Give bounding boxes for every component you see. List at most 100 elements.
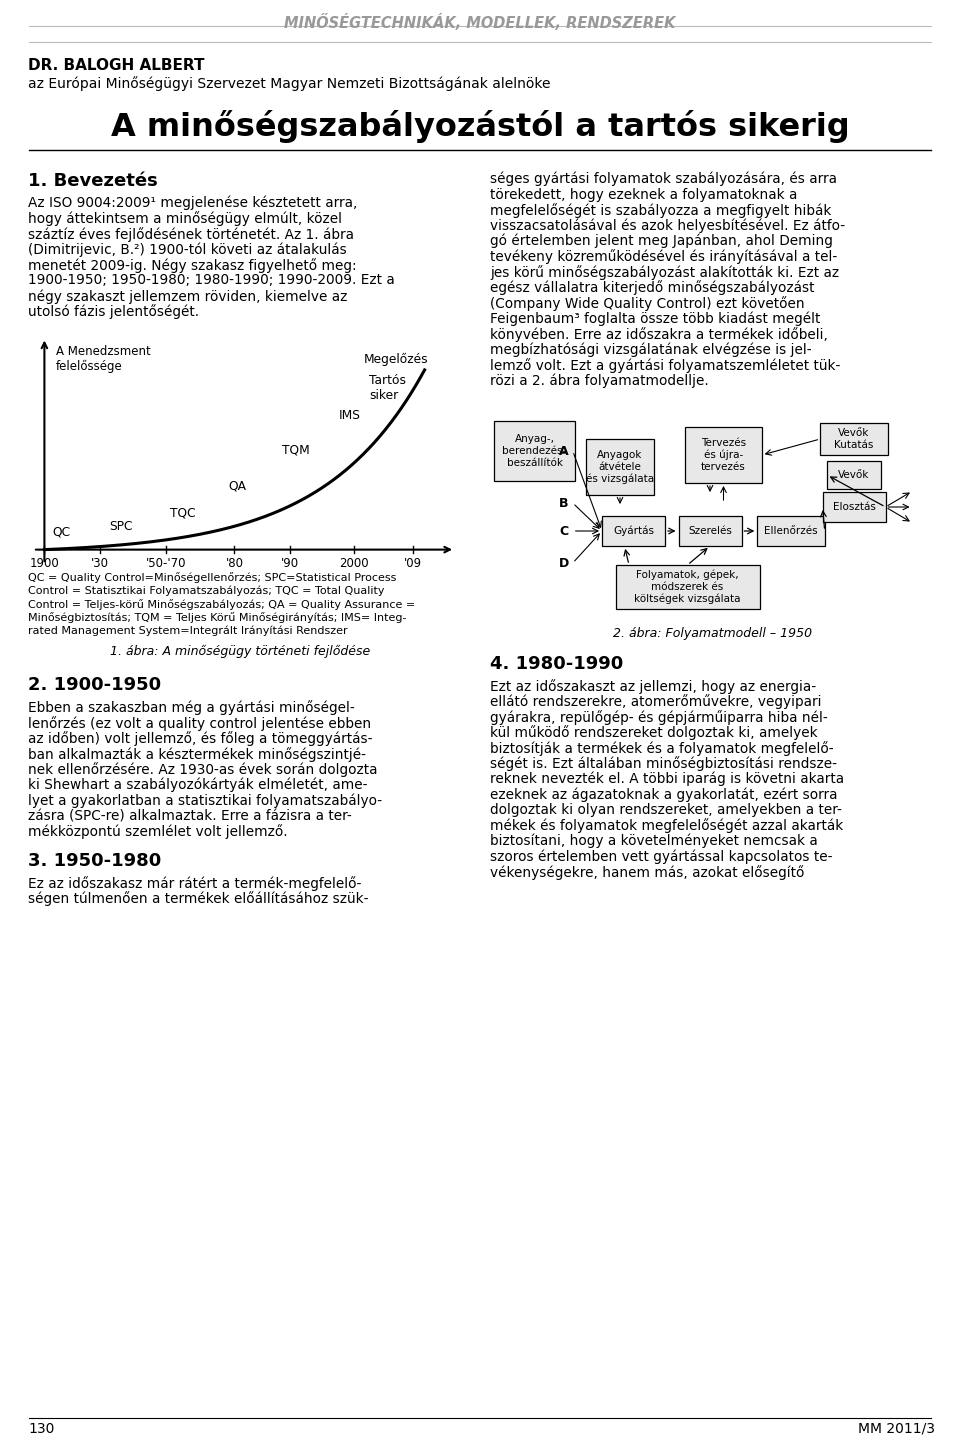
Text: mékközpontú szemlélet volt jellemző.: mékközpontú szemlélet volt jellemző.	[28, 825, 288, 839]
Text: négy szakaszt jellemzem röviden, kiemelve az: négy szakaszt jellemzem röviden, kiemelv…	[28, 288, 348, 303]
FancyBboxPatch shape	[827, 461, 881, 489]
Text: biztosítani, hogy a követelményeket nemcsak a: biztosítani, hogy a követelményeket nemc…	[490, 833, 818, 848]
Text: Az ISO 9004:2009¹ megjelenése késztetett arra,: Az ISO 9004:2009¹ megjelenése késztetett…	[28, 196, 357, 211]
Text: az Európai Minőségügyi Szervezet Magyar Nemzeti Bizottságának alelnöke: az Európai Minőségügyi Szervezet Magyar …	[28, 76, 550, 91]
Text: tevékeny közreműködésével és irányításával a tel-: tevékeny közreműködésével és irányításáv…	[490, 249, 837, 264]
FancyBboxPatch shape	[615, 565, 759, 609]
Text: Szerelés: Szerelés	[688, 526, 732, 536]
Text: MINŐSÉGTECHNIKÁK, MODELLEK, RENDSZEREK: MINŐSÉGTECHNIKÁK, MODELLEK, RENDSZEREK	[284, 14, 676, 30]
Text: MM 2011/3: MM 2011/3	[858, 1422, 935, 1436]
FancyBboxPatch shape	[820, 423, 888, 456]
Text: '90: '90	[280, 557, 299, 570]
Text: 1. Bevezetés: 1. Bevezetés	[28, 172, 157, 190]
Text: Vevők
Kutatás: Vevők Kutatás	[834, 428, 874, 450]
Text: C: C	[559, 525, 568, 538]
Text: Tartós
siker: Tartós siker	[370, 375, 406, 402]
Text: biztosítják a termékek és a folyamatok megfelelő-: biztosítják a termékek és a folyamatok m…	[490, 741, 833, 756]
Text: ki Shewhart a szabályozókártyák elméletét, ame-: ki Shewhart a szabályozókártyák elméleté…	[28, 779, 368, 793]
Text: visszacsatolásával és azok helyesbítésével. Ez átfo-: visszacsatolásával és azok helyesbítésév…	[490, 219, 845, 234]
Text: Megelőzés: Megelőzés	[364, 353, 428, 366]
Text: 2. 1900-1950: 2. 1900-1950	[28, 676, 161, 695]
FancyBboxPatch shape	[587, 438, 654, 495]
Text: nek ellenőrzésére. Az 1930-as évek során dolgozta: nek ellenőrzésére. Az 1930-as évek során…	[28, 763, 377, 777]
Text: D: D	[559, 557, 569, 570]
Text: B: B	[559, 496, 568, 509]
Text: Ezt az időszakaszt az jellemzi, hogy az energia-: Ezt az időszakaszt az jellemzi, hogy az …	[490, 679, 816, 694]
Text: egész vállalatra kiterjedő minőségszabályozást: egész vállalatra kiterjedő minőségszabál…	[490, 281, 814, 296]
Text: könyvében. Erre az időszakra a termékek időbeli,: könyvében. Erre az időszakra a termékek …	[490, 327, 828, 342]
Text: (Dimitrijevic, B.²) 1900-tól követi az átalakulás: (Dimitrijevic, B.²) 1900-tól követi az á…	[28, 242, 347, 257]
FancyBboxPatch shape	[757, 516, 825, 547]
Text: lemző volt. Ezt a gyártási folyamatszemléletet tük-: lemző volt. Ezt a gyártási folyamatszeml…	[490, 358, 840, 373]
Text: ezeknek az ágazatoknak a gyakorlatát, ezért sorra: ezeknek az ágazatoknak a gyakorlatát, ez…	[490, 787, 837, 802]
Text: az időben) volt jellemző, és főleg a tömeggyártás-: az időben) volt jellemző, és főleg a töm…	[28, 731, 372, 747]
Text: séges gyártási folyamatok szabályozására, és arra: séges gyártási folyamatok szabályozására…	[490, 172, 837, 186]
Text: gó értelemben jelent meg Japánban, ahol Deming: gó értelemben jelent meg Japánban, ahol …	[490, 234, 833, 248]
Text: utolsó fázis jelentőségét.: utolsó fázis jelentőségét.	[28, 304, 199, 319]
Text: Folyamatok, gépek,
módszerek és
költségek vizsgálata: Folyamatok, gépek, módszerek és költsége…	[635, 570, 741, 604]
Text: vékenységekre, hanem más, azokat elősegítő: vékenységekre, hanem más, azokat elősegí…	[490, 865, 804, 880]
Text: zásra (SPC-re) alkalmaztak. Erre a fázisra a ter-: zásra (SPC-re) alkalmaztak. Erre a fázis…	[28, 809, 351, 823]
Text: A: A	[559, 444, 568, 457]
Text: 1900: 1900	[30, 557, 60, 570]
Text: Vevők: Vevők	[838, 470, 870, 480]
Text: lyet a gyakorlatban a statisztikai folyamatszabályo-: lyet a gyakorlatban a statisztikai folya…	[28, 793, 382, 808]
Text: kül működő rendszereket dolgoztak ki, amelyek: kül működő rendszereket dolgoztak ki, am…	[490, 725, 818, 740]
Text: hogy áttekintsem a minőségügy elmúlt, közel: hogy áttekintsem a minőségügy elmúlt, kö…	[28, 212, 342, 226]
Text: jes körű minőségszabályozást alakították ki. Ezt az: jes körű minőségszabályozást alakították…	[490, 265, 839, 280]
Text: 4. 1980-1990: 4. 1980-1990	[490, 655, 623, 673]
Text: A Menedzsment
felelőssége: A Menedzsment felelőssége	[56, 345, 151, 373]
Text: IMS: IMS	[339, 410, 361, 423]
Text: megfelelőségét is szabályozza a megfigyelt hibák: megfelelőségét is szabályozza a megfigye…	[490, 203, 831, 218]
Text: Ellenőrzés: Ellenőrzés	[764, 526, 818, 536]
Text: gyárakra, repülőgép- és gépjárműiparra hiba nél-: gyárakra, repülőgép- és gépjárműiparra h…	[490, 709, 828, 725]
Text: SPC: SPC	[109, 521, 132, 534]
Text: DR. BALOGH ALBERT: DR. BALOGH ALBERT	[28, 58, 204, 74]
Text: törekedett, hogy ezeknek a folyamatoknak a: törekedett, hogy ezeknek a folyamatoknak…	[490, 187, 798, 202]
Text: mékek és folyamatok megfelelőségét azzal akarták: mékek és folyamatok megfelelőségét azzal…	[490, 819, 843, 833]
Text: reknek nevezték el. A többi iparág is követni akarta: reknek nevezték el. A többi iparág is kö…	[490, 771, 844, 786]
Text: Ez az időszakasz már rátért a termék-megfelelő-: Ez az időszakasz már rátért a termék-meg…	[28, 875, 361, 891]
Text: '30: '30	[90, 557, 108, 570]
Text: '80: '80	[226, 557, 244, 570]
FancyBboxPatch shape	[494, 421, 575, 482]
Text: 1. ábra: A minőségügy történeti fejlődése: 1. ábra: A minőségügy történeti fejlődés…	[109, 645, 371, 658]
Text: Elosztás: Elosztás	[832, 502, 876, 512]
FancyBboxPatch shape	[679, 516, 741, 547]
Text: '50-'70: '50-'70	[146, 557, 186, 570]
Text: rated Management System=Integrált Irányítási Rendszer: rated Management System=Integrált Irányí…	[28, 626, 348, 636]
FancyBboxPatch shape	[685, 427, 761, 483]
Text: ellátó rendszerekre, atomerőművekre, vegyipari: ellátó rendszerekre, atomerőművekre, veg…	[490, 695, 822, 709]
Text: (Company Wide Quality Control) ezt követően: (Company Wide Quality Control) ezt követ…	[490, 296, 804, 311]
Text: megbízhatósági vizsgálatának elvégzése is jel-: megbízhatósági vizsgálatának elvégzése i…	[490, 343, 811, 358]
Text: '09: '09	[404, 557, 422, 570]
Text: Feigenbaum³ foglalta össze több kiadást megélt: Feigenbaum³ foglalta össze több kiadást …	[490, 311, 821, 326]
Text: Minőségbiztosítás; TQM = Teljes Körű Minőségirányítás; IMS= Integ-: Minőségbiztosítás; TQM = Teljes Körű Min…	[28, 613, 406, 623]
Text: Control = Teljes-körű Minőségszabályozás; QA = Quality Assurance =: Control = Teljes-körű Minőségszabályozás…	[28, 598, 416, 610]
Text: 3. 1950-1980: 3. 1950-1980	[28, 852, 161, 870]
Text: ségen túlmenően a termékek előállításához szük-: ségen túlmenően a termékek előállításáho…	[28, 891, 369, 907]
Text: TQC: TQC	[170, 506, 196, 519]
Text: Gyártás: Gyártás	[613, 526, 654, 536]
Text: Control = Statisztikai Folyamatszabályozás; TQC = Total Quality: Control = Statisztikai Folyamatszabályoz…	[28, 585, 385, 596]
Text: rözi a 2. ábra folyamatmodellje.: rözi a 2. ábra folyamatmodellje.	[490, 373, 708, 388]
Text: ban alkalmazták a késztermékek minőségszintjé-: ban alkalmazták a késztermékek minőségsz…	[28, 747, 366, 761]
Text: menetét 2009-ig. Négy szakasz figyelhető meg:: menetét 2009-ig. Négy szakasz figyelhető…	[28, 258, 356, 273]
Text: szoros értelemben vett gyártással kapcsolatos te-: szoros értelemben vett gyártással kapcso…	[490, 849, 832, 864]
FancyBboxPatch shape	[602, 516, 665, 547]
Text: TQM: TQM	[282, 443, 310, 456]
Text: Tervezés
és újra-
tervezés: Tervezés és újra- tervezés	[701, 438, 746, 472]
Text: 130: 130	[28, 1422, 55, 1436]
FancyBboxPatch shape	[823, 492, 885, 522]
Text: ségét is. Ezt általában minőségbiztosítási rendsze-: ségét is. Ezt általában minőségbiztosítá…	[490, 757, 837, 771]
Text: A minőségszabályozástól a tartós sikerig: A minőségszabályozástól a tartós sikerig	[110, 110, 850, 143]
Text: 2000: 2000	[340, 557, 369, 570]
Text: QC = Quality Control=Minőségellenőrzés; SPC=Statistical Process: QC = Quality Control=Minőségellenőrzés; …	[28, 572, 396, 583]
Text: száztíz éves fejlődésének történetét. Az 1. ábra: száztíz éves fejlődésének történetét. Az…	[28, 226, 354, 242]
Text: dolgoztak ki olyan rendszereket, amelyekben a ter-: dolgoztak ki olyan rendszereket, amelyek…	[490, 803, 842, 818]
Text: lenőrzés (ez volt a quality control jelentése ebben: lenőrzés (ez volt a quality control jele…	[28, 717, 372, 731]
Text: 2. ábra: Folyamatmodell – 1950: 2. ábra: Folyamatmodell – 1950	[612, 627, 812, 640]
Text: QA: QA	[228, 479, 247, 492]
Text: 1900-1950; 1950-1980; 1980-1990; 1990-2009. Ezt a: 1900-1950; 1950-1980; 1980-1990; 1990-20…	[28, 274, 395, 287]
Text: Anyag-,
berendezés-
beszállítók: Anyag-, berendezés- beszállítók	[502, 434, 566, 467]
